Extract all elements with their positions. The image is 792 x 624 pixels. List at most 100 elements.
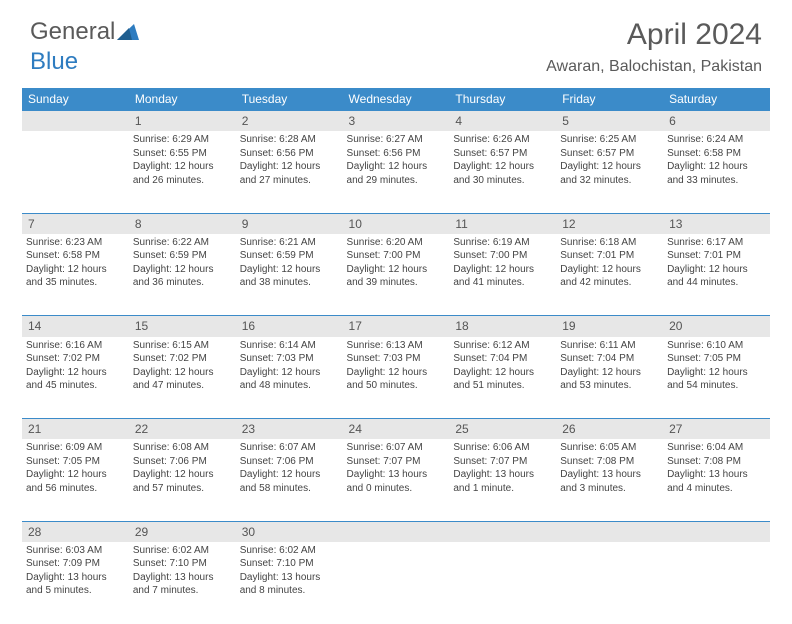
daylight-text-1: Daylight: 12 hours bbox=[667, 366, 766, 380]
sunset-text: Sunset: 7:07 PM bbox=[453, 455, 552, 469]
header: General April 2024 Awaran, Balochistan, … bbox=[0, 0, 792, 76]
daylight-text-2: and 44 minutes. bbox=[667, 276, 766, 290]
day-cell: Sunrise: 6:12 AMSunset: 7:04 PMDaylight:… bbox=[449, 337, 556, 419]
day-cell: Sunrise: 6:22 AMSunset: 6:59 PMDaylight:… bbox=[129, 234, 236, 316]
daylight-text-1: Daylight: 12 hours bbox=[560, 263, 659, 277]
daylight-text-1: Daylight: 13 hours bbox=[240, 571, 339, 585]
daynum-row: 78910111213 bbox=[22, 213, 770, 234]
day-cell: Sunrise: 6:17 AMSunset: 7:01 PMDaylight:… bbox=[663, 234, 770, 316]
daylight-text-2: and 7 minutes. bbox=[133, 584, 232, 598]
sunrise-text: Sunrise: 6:17 AM bbox=[667, 236, 766, 250]
content-row: Sunrise: 6:29 AMSunset: 6:55 PM Daylight:… bbox=[22, 131, 770, 213]
day-number: 17 bbox=[343, 316, 450, 337]
sunrise-text: Sunrise: 6:19 AM bbox=[453, 236, 552, 250]
content-row: Sunrise: 6:23 AMSunset: 6:58 PMDaylight:… bbox=[22, 234, 770, 316]
daylight-text-1: Daylight: 12 hours bbox=[240, 366, 339, 380]
day-number: 27 bbox=[663, 419, 770, 440]
daylight-text-1: Daylight: 12 hours bbox=[133, 263, 232, 277]
sunrise-text: Sunrise: 6:16 AM bbox=[26, 339, 125, 353]
daylight-text-2: and 1 minute. bbox=[453, 482, 552, 496]
sunrise-text: Sunrise: 6:23 AM bbox=[26, 236, 125, 250]
day-cell: Sunrise: 6:19 AMSunset: 7:00 PMDaylight:… bbox=[449, 234, 556, 316]
day-number: 26 bbox=[556, 419, 663, 440]
sunset-text: Sunset: 6:57 PM bbox=[560, 147, 659, 161]
daylight-text-2: and 50 minutes. bbox=[347, 379, 446, 393]
daylight-text-1: Daylight: 12 hours bbox=[667, 160, 766, 174]
sunrise-text: Sunrise: 6:13 AM bbox=[347, 339, 446, 353]
daylight-text-2: and 54 minutes. bbox=[667, 379, 766, 393]
daylight-text-2: and 45 minutes. bbox=[26, 379, 125, 393]
sunrise-text: Sunrise: 6:11 AM bbox=[560, 339, 659, 353]
day-cell: Sunrise: 6:13 AMSunset: 7:03 PMDaylight:… bbox=[343, 337, 450, 419]
day-cell: Sunrise: 6:11 AMSunset: 7:04 PMDaylight:… bbox=[556, 337, 663, 419]
daylight-text-2: and 8 minutes. bbox=[240, 584, 339, 598]
day-number: 11 bbox=[449, 213, 556, 234]
sunrise-text: Sunrise: 6:14 AM bbox=[240, 339, 339, 353]
daylight-text-1: Daylight: 12 hours bbox=[453, 366, 552, 380]
day-number: 4 bbox=[449, 111, 556, 132]
sunset-text: Sunset: 7:10 PM bbox=[133, 557, 232, 571]
day-cell: Sunrise: 6:21 AMSunset: 6:59 PMDaylight:… bbox=[236, 234, 343, 316]
day-number: 13 bbox=[663, 213, 770, 234]
sunset-text: Sunset: 7:02 PM bbox=[26, 352, 125, 366]
day-cell: Sunrise: 6:25 AMSunset: 6:57 PMDaylight:… bbox=[556, 131, 663, 213]
sunset-text: Sunset: 6:59 PM bbox=[133, 249, 232, 263]
day-number: 18 bbox=[449, 316, 556, 337]
sunrise-text: Sunrise: 6:12 AM bbox=[453, 339, 552, 353]
sunset-text: Sunset: 7:04 PM bbox=[560, 352, 659, 366]
sunset-text: Sunset: 7:03 PM bbox=[240, 352, 339, 366]
daylight-text-1: Daylight: 12 hours bbox=[133, 468, 232, 482]
sunset-text: Sunset: 7:04 PM bbox=[453, 352, 552, 366]
day-number: 7 bbox=[22, 213, 129, 234]
daylight-text-2: and 0 minutes. bbox=[347, 482, 446, 496]
day-cell: Sunrise: 6:09 AMSunset: 7:05 PMDaylight:… bbox=[22, 439, 129, 521]
sunrise-text: Sunrise: 6:10 AM bbox=[667, 339, 766, 353]
sunrise-text: Sunrise: 6:20 AM bbox=[347, 236, 446, 250]
day-number bbox=[343, 521, 450, 542]
sunset-text: Sunset: 6:56 PM bbox=[240, 147, 339, 161]
sunset-text: Sunset: 7:00 PM bbox=[453, 249, 552, 263]
day-cell: Sunrise: 6:29 AMSunset: 6:55 PMDaylight:… bbox=[129, 131, 236, 213]
daylight-text-2: and 4 minutes. bbox=[667, 482, 766, 496]
daylight-text-1: Daylight: 12 hours bbox=[240, 468, 339, 482]
daylight-text-1: Daylight: 12 hours bbox=[26, 468, 125, 482]
sunrise-text: Sunrise: 6:22 AM bbox=[133, 236, 232, 250]
weekday-header: Sunday bbox=[22, 88, 129, 111]
day-number: 28 bbox=[22, 521, 129, 542]
sunset-text: Sunset: 6:55 PM bbox=[133, 147, 232, 161]
day-cell: Sunrise: 6:05 AMSunset: 7:08 PMDaylight:… bbox=[556, 439, 663, 521]
day-cell: Sunrise: 6:27 AMSunset: 6:56 PMDaylight:… bbox=[343, 131, 450, 213]
sunrise-text: Sunrise: 6:29 AM bbox=[133, 133, 232, 147]
daylight-text-2: and 38 minutes. bbox=[240, 276, 339, 290]
day-number: 29 bbox=[129, 521, 236, 542]
day-number: 30 bbox=[236, 521, 343, 542]
sunset-text: Sunset: 7:07 PM bbox=[347, 455, 446, 469]
day-number: 16 bbox=[236, 316, 343, 337]
sunrise-text: Sunrise: 6:25 AM bbox=[560, 133, 659, 147]
sunrise-text: Sunrise: 6:02 AM bbox=[133, 544, 232, 558]
day-number: 5 bbox=[556, 111, 663, 132]
daylight-text-2: and 58 minutes. bbox=[240, 482, 339, 496]
weekday-header: Wednesday bbox=[343, 88, 450, 111]
day-number: 14 bbox=[22, 316, 129, 337]
day-cell bbox=[22, 131, 129, 213]
sunrise-text: Sunrise: 6:18 AM bbox=[560, 236, 659, 250]
sunrise-text: Sunrise: 6:04 AM bbox=[667, 441, 766, 455]
day-cell: Sunrise: 6:04 AMSunset: 7:08 PMDaylight:… bbox=[663, 439, 770, 521]
daylight-text-1: Daylight: 13 hours bbox=[133, 571, 232, 585]
content-row: Sunrise: 6:09 AMSunset: 7:05 PMDaylight:… bbox=[22, 439, 770, 521]
month-title: April 2024 bbox=[546, 18, 762, 52]
sunset-text: Sunset: 7:05 PM bbox=[667, 352, 766, 366]
sunset-text: Sunset: 7:02 PM bbox=[133, 352, 232, 366]
sunset-text: Sunset: 7:05 PM bbox=[26, 455, 125, 469]
sunset-text: Sunset: 7:09 PM bbox=[26, 557, 125, 571]
day-number: 21 bbox=[22, 419, 129, 440]
sunset-text: Sunset: 7:06 PM bbox=[133, 455, 232, 469]
day-number: 1 bbox=[129, 111, 236, 132]
weekday-header: Saturday bbox=[663, 88, 770, 111]
sunset-text: Sunset: 7:06 PM bbox=[240, 455, 339, 469]
day-cell: Sunrise: 6:26 AMSunset: 6:57 PMDaylight:… bbox=[449, 131, 556, 213]
sunrise-text: Sunrise: 6:09 AM bbox=[26, 441, 125, 455]
day-number: 6 bbox=[663, 111, 770, 132]
day-cell: Sunrise: 6:28 AMSunset: 6:56 PMDaylight:… bbox=[236, 131, 343, 213]
